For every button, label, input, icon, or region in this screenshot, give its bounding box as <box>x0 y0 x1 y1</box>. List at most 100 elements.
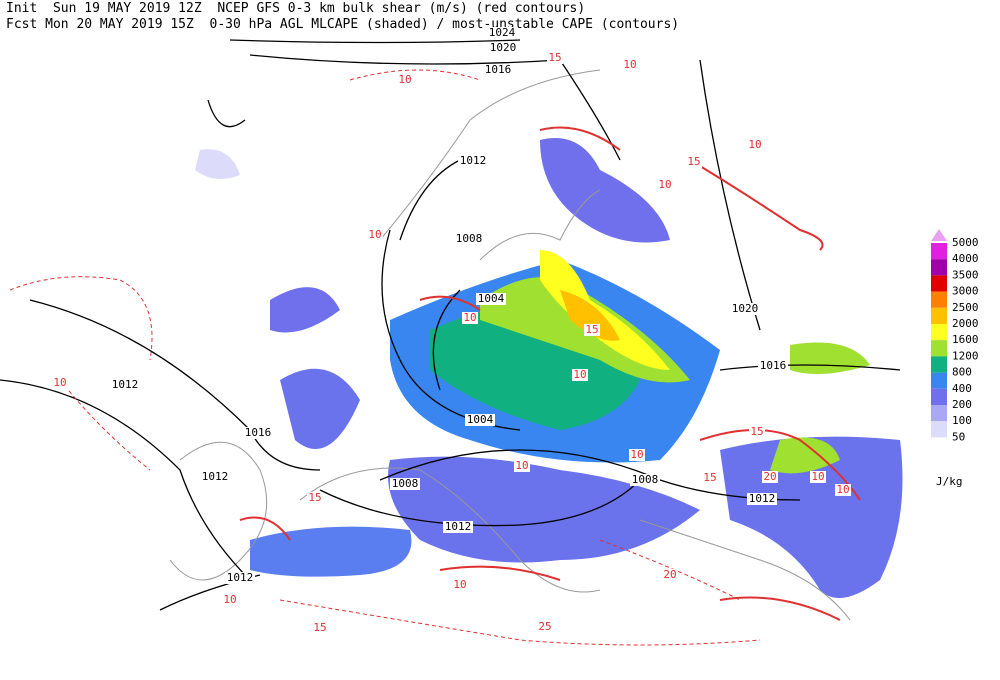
legend-label: 800 <box>952 366 972 379</box>
isobar-label: 1016 <box>485 63 512 76</box>
shear-label: 10 <box>748 138 761 151</box>
label-bg <box>225 572 255 584</box>
label-bg <box>747 493 777 505</box>
contour-labels: 1024102010161012100810041016101210121012… <box>52 26 851 634</box>
coastlines <box>169 69 851 621</box>
label-bg <box>452 579 468 591</box>
header: Init Sun 19 MAY 2019 12Z NCEP GFS 0-3 km… <box>6 1 679 33</box>
label-bg <box>702 472 718 484</box>
label-bg <box>630 474 660 486</box>
legend-label: 50 <box>952 430 965 443</box>
isobar-label: 1020 <box>490 41 517 54</box>
label-bg <box>584 324 600 336</box>
legend-triangle <box>931 229 947 241</box>
shear-label: 10 <box>630 448 643 461</box>
legend-swatch <box>931 372 947 389</box>
label-bg <box>200 471 230 483</box>
label-bg <box>810 471 826 483</box>
isobar-label: 1004 <box>478 292 505 305</box>
label-bg <box>662 569 678 581</box>
label-bg <box>537 621 553 633</box>
legend-swatch <box>931 405 947 422</box>
label-bg <box>397 74 413 86</box>
shear-label: 15 <box>750 425 763 438</box>
label-bg <box>730 303 760 315</box>
shear-label: 15 <box>687 155 700 168</box>
shear-label: 10 <box>836 483 849 496</box>
isobar-label: 1012 <box>460 154 487 167</box>
shear-contours <box>239 126 861 621</box>
isobar-label: 1024 <box>489 26 516 39</box>
isobar-label: 1012 <box>749 492 776 505</box>
shear-label: 10 <box>658 178 671 191</box>
isobar-label: 1012 <box>202 470 229 483</box>
legend-label: 200 <box>952 398 972 411</box>
legend-label: 4000 <box>952 252 979 265</box>
label-bg <box>488 42 518 54</box>
header-line: Fcst Mon 20 MAY 2019 15Z 0-30 hPa AGL ML… <box>6 17 680 32</box>
shear-label: 10 <box>811 470 824 483</box>
label-bg <box>622 59 638 71</box>
label-bg <box>749 426 765 438</box>
label-bg <box>835 484 851 496</box>
legend-swatch <box>931 324 947 341</box>
legend-label: 1600 <box>952 333 979 346</box>
isobar-label: 1012 <box>445 520 472 533</box>
label-bg <box>572 369 588 381</box>
label-bg <box>462 312 478 324</box>
isobar-label: 1008 <box>392 477 419 490</box>
header-line: Init Sun 19 MAY 2019 12Z NCEP GFS 0-3 km… <box>6 1 586 16</box>
legend-swatch <box>931 291 947 308</box>
shear-label: 10 <box>623 58 636 71</box>
shear-label: 15 <box>313 621 326 634</box>
label-bg <box>110 379 140 391</box>
shear-label: 10 <box>368 228 381 241</box>
label-bg <box>52 377 68 389</box>
shear-label: 20 <box>663 568 676 581</box>
legend-swatch <box>931 356 947 373</box>
shear-label: 10 <box>398 73 411 86</box>
label-bg <box>547 52 563 64</box>
legend-swatch <box>931 307 947 324</box>
shear-label: 10 <box>463 311 476 324</box>
label-bg <box>514 460 530 472</box>
isobars <box>0 39 901 611</box>
legend-label: 2500 <box>952 301 979 314</box>
label-bg <box>758 360 788 372</box>
label-bg <box>390 478 420 490</box>
label-bg <box>243 427 273 439</box>
shear-label: 15 <box>308 491 321 504</box>
legend-label: 100 <box>952 414 972 427</box>
legend-label: 400 <box>952 382 972 395</box>
label-bg <box>686 156 702 168</box>
legend-swatch <box>931 421 947 438</box>
legend-label: 5000 <box>952 236 979 249</box>
label-bg <box>312 622 328 634</box>
label-bg <box>657 179 673 191</box>
legend: 5000 4000 3500 3000 2500 2000 1600 1200 800 400 20… <box>931 229 979 488</box>
label-bg <box>487 27 517 39</box>
shear-label: 20 <box>763 470 776 483</box>
label-bg <box>307 492 323 504</box>
legend-swatch <box>931 275 947 292</box>
isobar-label: 1016 <box>760 359 787 372</box>
legend-swatch <box>931 340 947 357</box>
isobar-label: 1012 <box>227 571 254 584</box>
label-bg <box>483 64 513 76</box>
label-bg <box>465 414 495 426</box>
shear-label: 10 <box>53 376 66 389</box>
shear-label: 10 <box>515 459 528 472</box>
label-bg <box>762 471 778 483</box>
isobar-label: 1016 <box>245 426 272 439</box>
legend-swatch <box>931 388 947 405</box>
label-bg <box>476 293 506 305</box>
shear-label: 10 <box>223 593 236 606</box>
legend-unit: J/kg <box>936 475 963 488</box>
label-bg <box>443 521 473 533</box>
label-bg <box>367 229 383 241</box>
label-bg <box>629 449 645 461</box>
shear-label: 10 <box>573 368 586 381</box>
shear-label: 15 <box>703 471 716 484</box>
